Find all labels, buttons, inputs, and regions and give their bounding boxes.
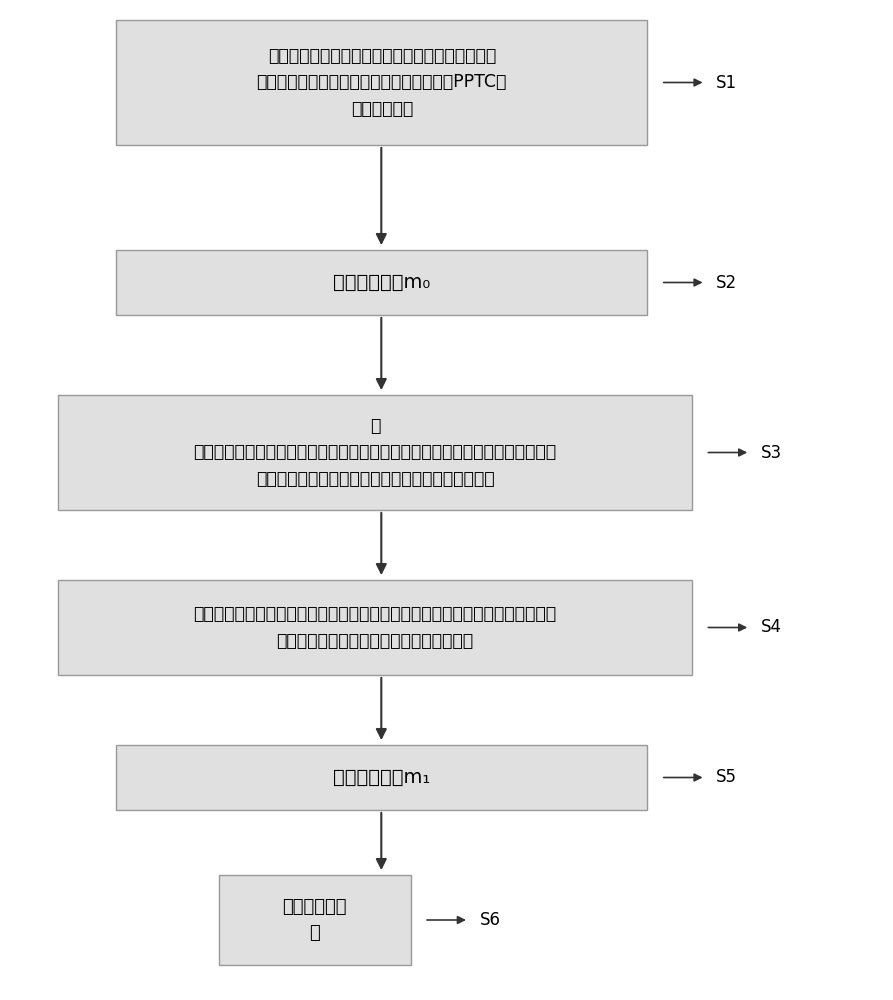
FancyBboxPatch shape	[116, 250, 647, 315]
Text: 腐蚀后称重，m₁: 腐蚀后称重，m₁	[333, 768, 430, 787]
Text: 评估耐腐蚀性
能: 评估耐腐蚀性 能	[282, 898, 347, 942]
Text: S5: S5	[716, 768, 738, 786]
Text: 腐蚀极化后的极板阳极置于预设浓度的第一溶液中加热沸腾第二预设时长，溶解
掉腐蚀层，放入烘箱烘干达到第三预设时长: 腐蚀极化后的极板阳极置于预设浓度的第一溶液中加热沸腾第二预设时长，溶解 掉腐蚀层…	[194, 605, 556, 650]
Text: S3: S3	[761, 444, 782, 462]
Text: S2: S2	[716, 273, 738, 292]
FancyBboxPatch shape	[116, 745, 647, 810]
Text: 腐蚀前称重，m₀: 腐蚀前称重，m₀	[333, 273, 430, 292]
Text: S4: S4	[761, 618, 782, 637]
FancyBboxPatch shape	[219, 875, 411, 965]
FancyBboxPatch shape	[116, 20, 647, 145]
FancyBboxPatch shape	[58, 395, 692, 510]
Text: 将
待测的极板阳极置于预设浓度的腐蚀介质中，在预设温度下，分别在预设的若干
组电流下使其发生电化学腐蚀极化达到第一预设时长: 将 待测的极板阳极置于预设浓度的腐蚀介质中，在预设温度下，分别在预设的若干 组电…	[194, 417, 556, 488]
Text: S1: S1	[716, 74, 738, 92]
Text: S6: S6	[480, 911, 501, 929]
Text: 预处理：采用无水乙醇进行超声清洗，除去表面的
杂质和油脂，然后在室温中吹干即得待测的PPTC材
料的极板阳极: 预处理：采用无水乙醇进行超声清洗，除去表面的 杂质和油脂，然后在室温中吹干即得待…	[256, 47, 507, 118]
FancyBboxPatch shape	[58, 580, 692, 675]
